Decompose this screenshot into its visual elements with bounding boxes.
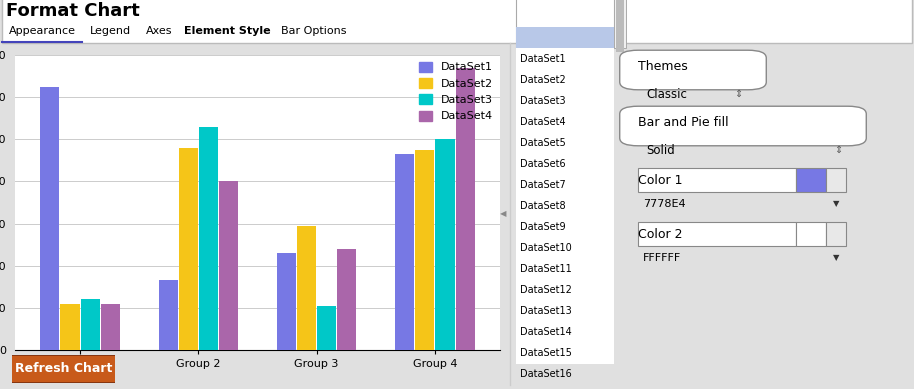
Bar [60,304,80,350]
Text: 7778E4: 7778E4 [643,199,686,209]
Text: DataSet7: DataSet7 [520,180,566,190]
Text: Bar Options: Bar Options [282,26,346,36]
Text: Color 2: Color 2 [638,228,683,241]
Text: Format Chart: Format Chart [6,2,140,20]
Text: Bar and Pie fill: Bar and Pie fill [638,116,728,129]
Text: FFFFFF: FFFFFF [643,253,681,263]
Bar [159,280,177,350]
Text: Legend: Legend [90,26,131,36]
Text: DataSet16: DataSet16 [520,370,572,379]
Text: DataSet12: DataSet12 [520,285,572,295]
Text: ◀: ◀ [499,210,506,219]
Text: Classic: Classic [646,88,687,100]
Text: Themes: Themes [638,60,687,73]
Text: DataSet3: DataSet3 [520,96,566,106]
Bar [337,249,356,350]
Text: DataSet9: DataSet9 [520,222,566,232]
Text: Axes: Axes [145,26,172,36]
Bar [395,154,414,350]
Text: DataSet4: DataSet4 [520,117,566,127]
Text: DataSet5: DataSet5 [520,138,566,148]
Text: DataSet2: DataSet2 [520,75,566,84]
Bar [101,304,120,350]
Bar [199,127,218,350]
FancyBboxPatch shape [9,355,118,383]
Text: ⇕: ⇕ [834,145,842,155]
Text: DataSet8: DataSet8 [520,201,566,211]
Bar [317,306,336,350]
Text: DataSet11: DataSet11 [520,264,572,274]
Text: DataSet15: DataSet15 [520,349,572,358]
Bar [40,87,59,350]
Bar [297,226,316,350]
Text: ⇕: ⇕ [734,89,742,99]
Bar [219,181,238,350]
Text: Color 1: Color 1 [638,174,683,187]
Bar [277,253,296,350]
Bar [179,148,197,350]
Text: ▼: ▼ [833,254,839,263]
Bar [80,300,100,350]
Text: ▼: ▼ [833,200,839,209]
Text: DataSet14: DataSet14 [520,328,572,337]
Text: DataSet1: DataSet1 [520,54,566,63]
Text: DataSet13: DataSet13 [520,306,572,316]
Bar [415,150,434,350]
Bar [455,68,474,350]
Text: Refresh Chart: Refresh Chart [15,363,112,375]
Text: DataSet10: DataSet10 [520,243,572,253]
Text: Element Style: Element Style [184,26,271,36]
Text: Appearance: Appearance [8,26,76,36]
Text: DataSet6: DataSet6 [520,159,566,169]
Bar [435,139,454,350]
Text: Solid: Solid [646,144,675,156]
Legend: DataSet1, DataSet2, DataSet3, DataSet4: DataSet1, DataSet2, DataSet3, DataSet4 [415,57,498,126]
